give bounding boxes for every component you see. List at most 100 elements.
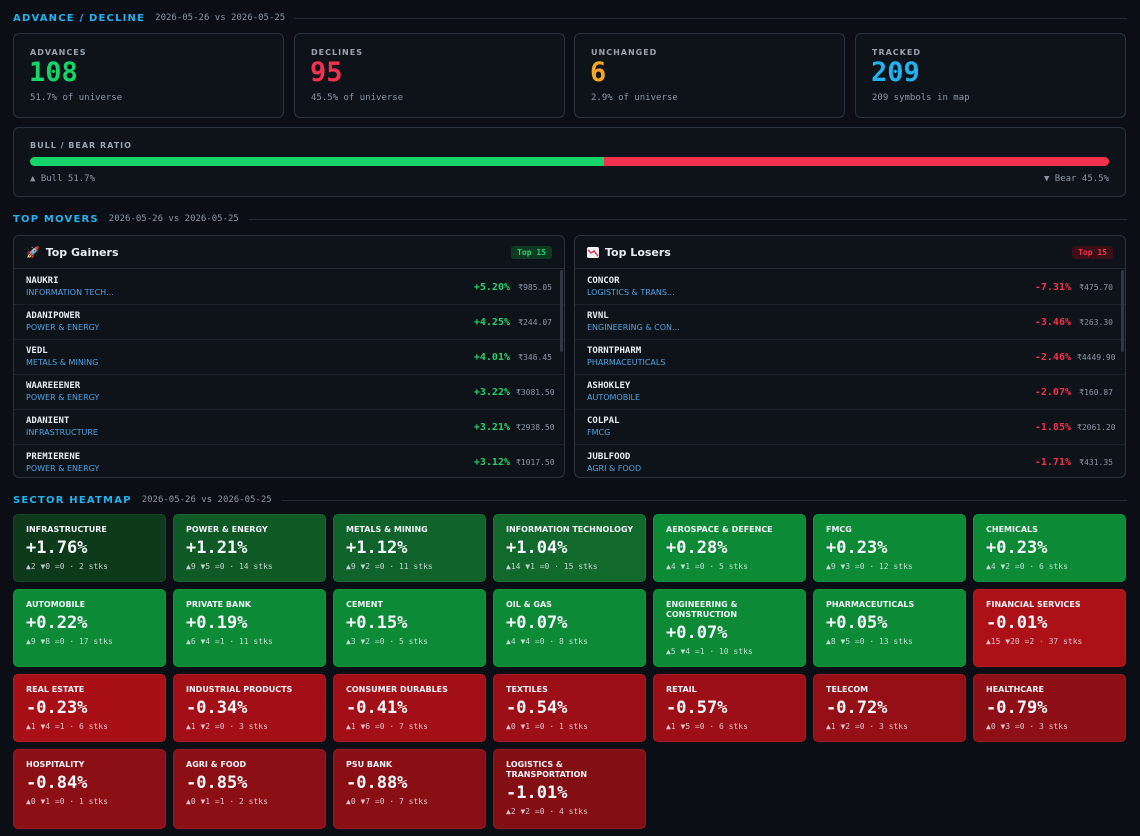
sector-breadth: ▲0 ▼3 =0 · 3 stks <box>986 722 1068 731</box>
mover-row[interactable]: TORNTPHARM PHARMACEUTICALS -2.46% ₹4449.90 <box>575 340 1125 375</box>
sector-name: METALS & MINING <box>346 525 428 534</box>
sector-tile[interactable]: HOSPITALITY -0.84% ▲0 ▼1 =0 · 1 stks <box>13 749 166 829</box>
tracked-card: TRACKED 209 209 symbols in map <box>855 33 1126 118</box>
sector-tile[interactable]: AUTOMOBILE +0.22% ▲9 ▼8 =0 · 17 stks <box>13 589 166 667</box>
sector-tile[interactable]: REAL ESTATE -0.23% ▲1 ▼4 =1 · 6 stks <box>13 674 166 742</box>
sector-name: AGRI & FOOD <box>186 760 247 769</box>
mover-sector: POWER & ENERGY <box>26 393 100 402</box>
mover-sector: LOGISTICS & TRANS... <box>587 288 675 297</box>
mover-symbol: VEDL <box>26 346 48 356</box>
mover-change: -3.46% <box>1034 316 1071 328</box>
sector-tile[interactable]: RETAIL -0.57% ▲1 ▼5 =0 · 6 stks <box>653 674 806 742</box>
mover-symbol: ASHOKLEY <box>587 381 631 391</box>
sector-tile[interactable]: INDUSTRIAL PRODUCTS -0.34% ▲1 ▼2 =0 · 3 st… <box>173 674 326 742</box>
sector-tile[interactable]: CHEMICALS +0.23% ▲4 ▼2 =0 · 6 stks <box>973 514 1126 582</box>
sector-tile[interactable]: TELECOM -0.72% ▲1 ▼2 =0 · 3 stks <box>813 674 966 742</box>
sector-tile[interactable]: LOGISTICS & TRANSPORTATION -1.01% ▲2 ▼2 =0… <box>493 749 646 829</box>
section-title: ADVANCE / DECLINE <box>13 12 146 24</box>
sector-breadth: ▲9 ▼5 =0 · 14 stks <box>186 562 273 571</box>
sector-tile[interactable]: INFORMATION TECHNOLOGY +1.04% ▲14 ▼1 =0 · … <box>493 514 646 582</box>
mover-row[interactable]: VEDL METALS & MINING +4.01% ₹346.45 <box>14 340 564 375</box>
mover-row[interactable]: NAUKRI INFORMATION TECH... +5.20% ₹985.05 <box>14 270 564 305</box>
scrollbar[interactable] <box>560 270 563 352</box>
top-count-badge: Top 15 <box>1072 245 1113 259</box>
mover-row[interactable]: WAAREEENER POWER & ENERGY +3.22% ₹3081.50 <box>14 375 564 410</box>
declines-card: DECLINES 95 45.5% of universe <box>294 33 565 118</box>
mover-change: -1.71% <box>1034 457 1071 468</box>
sector-tile[interactable]: FMCG +0.23% ▲9 ▼3 =0 · 12 stks <box>813 514 966 582</box>
sector-tile[interactable]: METALS & MINING +1.12% ▲9 ▼2 =0 · 11 stks <box>333 514 486 582</box>
sector-tile[interactable]: INFRASTRUCTURE +1.76% ▲2 ▼0 =0 · 2 stks <box>13 514 166 582</box>
mover-row[interactable]: ASHOKLEY AUTOMOBILE -2.07% ₹160.87 <box>575 375 1125 410</box>
sector-breadth: ▲4 ▼1 =0 · 5 stks <box>666 562 748 571</box>
sector-tile[interactable]: PRIVATE BANK +0.19% ▲6 ▼4 =1 · 11 stks <box>173 589 326 667</box>
mover-change: +3.22% <box>473 386 510 398</box>
sector-change: -0.34% <box>186 698 248 718</box>
losers-list[interactable]: CONCOR LOGISTICS & TRANS... -7.31% ₹475.70 R… <box>575 270 1125 477</box>
mover-row[interactable]: ADANIENT INFRASTRUCTURE +3.21% ₹2938.50 <box>14 410 564 445</box>
mover-price: ₹4449.90 <box>1077 352 1116 362</box>
sector-change: +1.21% <box>186 538 248 558</box>
mover-row[interactable]: PREMIERENE POWER & ENERGY +3.12% ₹1017.50 <box>14 445 564 477</box>
sector-change: +0.05% <box>826 613 888 633</box>
sector-breadth: ▲0 ▼1 =1 · 2 stks <box>186 797 268 806</box>
mover-row[interactable]: JUBLFOOD AGRI & FOOD -1.71% ₹431.35 <box>575 445 1125 477</box>
gainers-list[interactable]: NAUKRI INFORMATION TECH... +5.20% ₹985.05 AD… <box>14 270 564 477</box>
sector-tile[interactable]: AGRI & FOOD -0.85% ▲0 ▼1 =1 · 2 stks <box>173 749 326 829</box>
unchanged-card: UNCHANGED 6 2.9% of universe <box>574 33 845 118</box>
sector-breadth: ▲14 ▼1 =0 · 15 stks <box>506 562 598 571</box>
section-dates: 2026-05-26 vs 2026-05-25 <box>141 495 272 505</box>
mover-row[interactable]: RVNL ENGINEERING & CON... -3.46% ₹263.30 <box>575 305 1125 340</box>
sector-breadth: ▲1 ▼4 =1 · 6 stks <box>26 722 108 731</box>
sector-tile[interactable]: PHARMACEUTICALS +0.05% ▲8 ▼5 =0 · 13 stks <box>813 589 966 667</box>
mover-sector: METALS & MINING <box>26 358 99 367</box>
sector-breadth: ▲0 ▼1 =0 · 1 stks <box>506 722 588 731</box>
mover-price: ₹985.05 <box>518 282 552 292</box>
sector-change: -0.23% <box>26 698 88 718</box>
sector-tile[interactable]: TEXTILES -0.54% ▲0 ▼1 =0 · 1 stks <box>493 674 646 742</box>
mover-price: ₹2061.20 <box>1077 422 1116 432</box>
mover-sector: POWER & ENERGY <box>26 463 100 473</box>
mover-symbol: WAAREEENER <box>26 381 81 391</box>
mover-row[interactable]: COLPAL FMCG -1.85% ₹2061.20 <box>575 410 1125 445</box>
mover-row[interactable]: ADANIPOWER POWER & ENERGY +4.25% ₹244.07 <box>14 305 564 340</box>
sector-name: AEROSPACE & DEFENCE <box>666 525 773 534</box>
mover-price: ₹160.87 <box>1079 387 1113 397</box>
sector-name: FINANCIAL SERVICES <box>986 600 1081 609</box>
stat-label: DECLINES <box>311 48 363 57</box>
chart-down-icon <box>587 246 599 258</box>
stat-label: UNCHANGED <box>591 48 658 57</box>
mover-change: -2.46% <box>1034 351 1071 363</box>
sector-tile[interactable]: OIL & GAS +0.07% ▲4 ▼4 =0 · 8 stks <box>493 589 646 667</box>
mover-price: ₹244.07 <box>518 317 552 327</box>
sector-breadth: ▲3 ▼2 =0 · 5 stks <box>346 637 428 646</box>
bull-bar-fill <box>30 157 604 166</box>
sector-breadth: ▲5 ▼4 =1 · 10 stks <box>666 647 753 656</box>
sector-tile[interactable]: CONSUMER DURABLES -0.41% ▲1 ▼6 =0 · 7 stks <box>333 674 486 742</box>
sector-tile[interactable]: AEROSPACE & DEFENCE +0.28% ▲4 ▼1 =0 · 5 st… <box>653 514 806 582</box>
mover-row[interactable]: CONCOR LOGISTICS & TRANS... -7.31% ₹475.70 <box>575 270 1125 305</box>
section-title: SECTOR HEATMAP <box>13 494 132 506</box>
sector-change: -0.79% <box>986 698 1048 718</box>
sector-breadth: ▲4 ▼2 =0 · 6 stks <box>986 562 1068 571</box>
sector-tile[interactable]: ENGINEERING & CONSTRUCTION +0.07% ▲5 ▼4 =1… <box>653 589 806 667</box>
sector-tile[interactable]: CEMENT +0.15% ▲3 ▼2 =0 · 5 stks <box>333 589 486 667</box>
sector-change: -0.84% <box>26 773 88 793</box>
stat-value: 108 <box>29 57 78 88</box>
sector-breadth: ▲9 ▼3 =0 · 12 stks <box>826 562 913 571</box>
sector-tile[interactable]: HEALTHCARE -0.79% ▲0 ▼3 =0 · 3 stks <box>973 674 1126 742</box>
sector-tile[interactable]: POWER & ENERGY +1.21% ▲9 ▼5 =0 · 14 stks <box>173 514 326 582</box>
sector-tile[interactable]: PSU BANK -0.88% ▲0 ▼7 =0 · 7 stks <box>333 749 486 829</box>
sector-name: PSU BANK <box>346 760 393 769</box>
sector-breadth: ▲1 ▼5 =0 · 6 stks <box>666 722 748 731</box>
stat-value: 6 <box>590 57 607 88</box>
scrollbar[interactable] <box>1121 270 1124 352</box>
sector-change: -0.85% <box>186 773 248 793</box>
sector-tile[interactable]: FINANCIAL SERVICES -0.01% ▲15 ▼20 =2 · 37 … <box>973 589 1126 667</box>
sector-breadth: ▲2 ▼0 =0 · 2 stks <box>26 562 108 571</box>
bear-label: ▼ Bear 45.5% <box>1043 174 1109 184</box>
mover-symbol: PREMIERENE <box>26 451 81 462</box>
sector-change: -1.01% <box>506 783 568 803</box>
stat-label: ADVANCES <box>30 48 87 57</box>
advance-decline-header: ADVANCE / DECLINE 2026-05-26 vs 2026-05-… <box>13 11 1127 25</box>
